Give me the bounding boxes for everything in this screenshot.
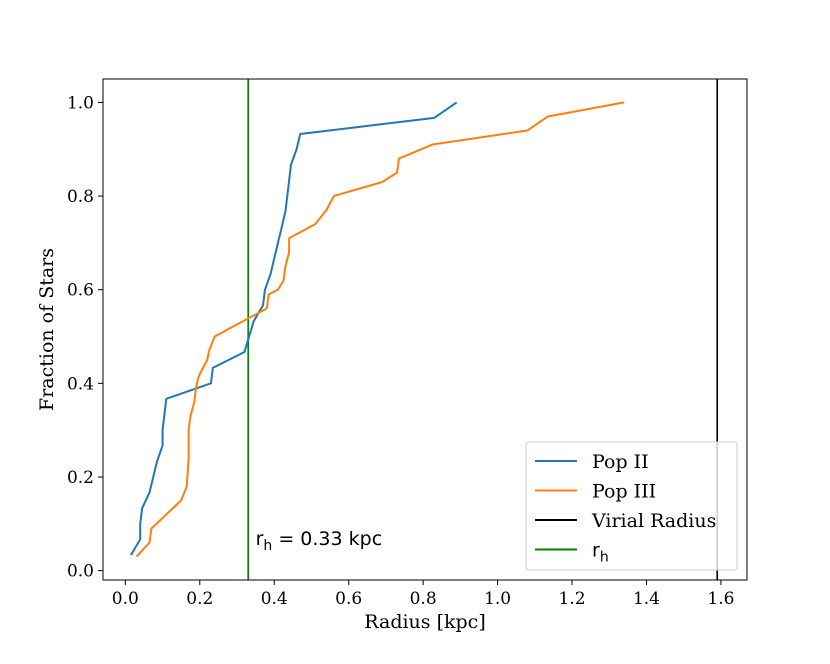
y-tick-label: 1.0 [67,93,94,113]
y-tick-label: 0.2 [67,468,94,488]
legend-box [525,441,738,571]
legend-label: rh [592,540,609,566]
legend-items: Pop II Pop III Virial Radius rh [535,451,716,566]
x-tick-label: 0.8 [410,589,437,609]
plot-area [130,79,719,580]
rh-annotation-value: = 0.33 kpc [272,528,382,550]
x-axis-ticks: 0.0 0.2 0.4 0.6 0.8 1.0 1.2 1.4 1.6 [112,580,734,609]
rh-annotation-sub: h [263,538,272,554]
x-tick-label: 0.6 [335,589,362,609]
legend-label: Virial Radius [591,510,716,532]
y-axis-ticks: 0.0 0.2 0.4 0.6 0.8 1.0 [67,93,103,582]
x-tick-label: 1.4 [633,589,660,609]
series-layer [130,101,625,558]
x-tick-label: 1.6 [707,589,734,609]
y-tick-label: 0.6 [67,281,94,301]
x-tick-label: 1.2 [559,589,586,609]
x-axis-label: Radius [kpc] [364,611,485,633]
series-line-pop-iii [135,101,625,558]
x-tick-label: 1.0 [484,589,511,609]
legend: Pop II Pop III Virial Radius rh [525,441,738,571]
x-tick-label: 0.4 [261,589,288,609]
series-line-pop-ii [130,101,458,556]
x-tick-label: 0.2 [186,589,213,609]
rh-annotation-main: r [256,528,264,550]
rh-annotation: rh = 0.33 kpc [256,528,383,554]
y-tick-label: 0.8 [67,187,94,207]
y-tick-label: 0.4 [67,374,94,394]
legend-label: Pop II [592,451,649,473]
y-tick-label: 0.0 [67,562,94,582]
legend-label: Pop III [592,481,656,503]
y-axis-label: Fraction of Stars [36,248,58,411]
x-tick-label: 0.0 [112,589,139,609]
axes-frame [102,78,748,581]
